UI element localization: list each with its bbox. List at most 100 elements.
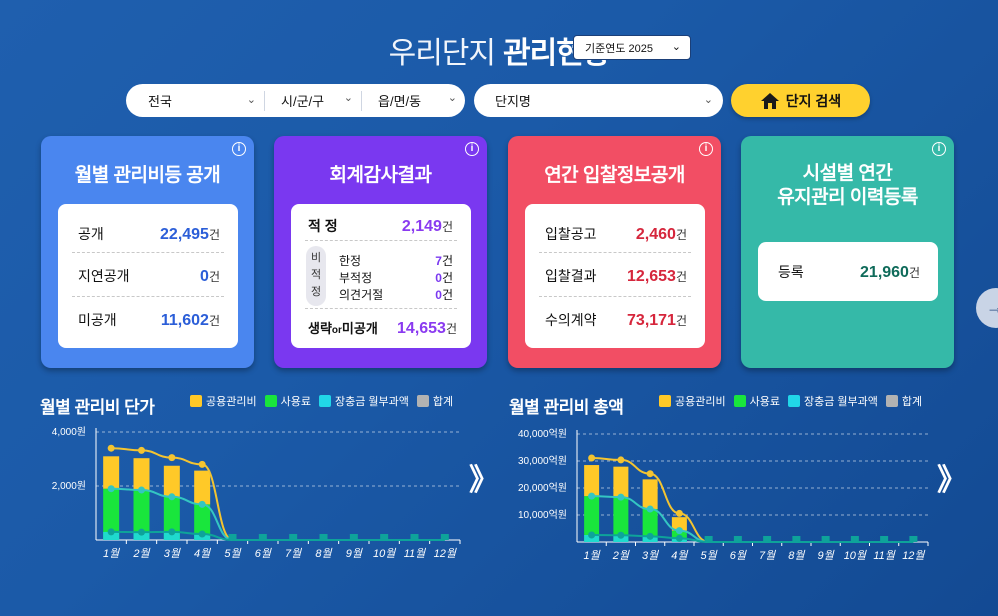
row-value: 14,653 [397,320,446,337]
row-label: 미공개 [78,312,117,328]
row-label: 입찰공고 [545,226,597,242]
home-icon [760,92,779,109]
divider [539,296,691,297]
usage-point [646,505,654,513]
bar-usage [133,490,150,540]
total-point [617,456,625,464]
legend-label: 장충금 월부과액 [803,396,878,408]
arrow-right-icon: → [986,297,998,317]
town-select[interactable]: 읍/면/동 ⌄ [361,90,465,111]
total-point [198,460,206,468]
complex-select[interactable]: 단지명 ⌄ [474,84,723,117]
row-unit: 건 [208,228,220,242]
region-select-label: 전국 [148,94,172,109]
row-value: 7 [435,254,442,268]
town-select-label: 읍/면/동 [378,94,422,109]
row-value: 2,460 [635,226,676,243]
region-select[interactable]: 전국 ⌄ [126,84,264,117]
bar-reserve [163,531,180,540]
legend-label: 합계 [432,396,454,408]
zero-marker [289,534,298,540]
row-label-or: or [331,325,342,336]
row-label: 의견거절 [339,288,384,302]
row-label: 한정 [339,254,362,268]
info-icon[interactable]: i [232,142,246,156]
x-tick-label: 1월 [103,547,120,560]
usage-point [168,493,176,501]
x-tick-label: 11월 [404,547,426,560]
legend-item: 장충금 월부과액 [318,393,409,409]
zero-marker [380,534,389,540]
chart-legend: 공용관리비 사용료 장충금 월부과액 합계 [659,393,922,409]
legend-swatch [885,395,898,407]
zero-marker [909,536,918,542]
bar-common [671,517,687,531]
legend-item: 사용료 [733,393,780,409]
fee-row: 지연공개 0건 [78,266,220,286]
info-icon[interactable]: i [932,142,946,156]
zero-marker [733,536,742,542]
row-label: 부적정 [339,271,373,285]
info-icon[interactable]: i [465,142,479,156]
city-select[interactable]: 시/군/구 ⌄ [264,90,361,111]
chevron-down-icon: ⌄ [343,91,353,104]
legend-swatch [190,395,202,407]
reserve-line [111,530,445,541]
bid-info-card[interactable]: i 연간 입찰정보공개 입찰공고 2,460건 입찰결과 12,653건 수의계약 7… [508,136,721,368]
reserve-point [588,531,596,539]
x-tick-label: 3월 [164,547,181,560]
bid-row: 입찰결과 12,653건 [545,266,687,286]
usage-point [198,500,206,508]
next-arrow-button[interactable]: → [976,288,998,328]
chart-next-icon[interactable]: 》 [469,464,499,497]
row-label: 수의계약 [545,312,597,328]
row-unit: 건 [441,271,453,285]
row-label: 입찰결과 [545,268,597,284]
row-value: 0 [435,271,442,285]
bar-reserve [133,532,150,540]
zero-marker [349,534,358,540]
reserve-point [617,531,625,539]
info-icon[interactable]: i [699,142,713,156]
bar-common [584,465,600,497]
region-searchbar: 전국 ⌄ 시/군/구 ⌄ 읍/면/동 ⌄ [126,84,465,117]
complex-search-button[interactable]: 단지 검색 [731,84,870,117]
chevron-down-icon: ⌄ [703,94,713,106]
y-tick-label: 2,000원 [52,480,86,492]
x-tick-label: 10월 [373,547,396,560]
divider [305,240,457,241]
facility-maintenance-card[interactable]: i 시설별 연간 유지관리 이력등록 등록 21,960건 [741,136,954,368]
divider [72,296,224,297]
zero-marker [821,536,830,542]
x-tick-label: 6월 [730,549,747,562]
city-select-label: 시/군/구 [281,94,325,109]
legend-label: 사용료 [749,396,780,408]
bar-usage [584,496,600,542]
zero-marker [850,536,859,542]
bar-usage [103,488,120,540]
bar-usage [163,496,180,540]
card-title: 회계감사결과 [329,165,432,186]
zero-marker [792,536,801,542]
total-point [107,444,115,452]
usage-point [617,493,625,501]
legend-swatch [416,395,429,407]
chart-title-unit-price: 월별 관리비 단가 [40,398,155,417]
x-tick-label: 5월 [701,549,718,562]
row-unit: 건 [908,266,920,280]
row-value: 0 [200,268,209,285]
bar-common [133,458,150,491]
legend-label: 공용관리비 [675,396,726,408]
reserve-line [591,533,914,543]
monthly-fee-card[interactable]: i 월별 관리비등 공개 공개 22,495건 지연공개 0건 미공개 11,602건 [41,136,254,368]
year-select[interactable]: 기준연도 2025 ⌄ [573,35,691,60]
reserve-point [138,528,145,536]
chart-next-icon[interactable]: 》 [937,464,967,497]
total-point [646,470,654,478]
x-tick-label: 6월 [255,547,272,560]
chevron-down-icon: ⌄ [671,41,681,53]
audit-sub-row: 의견거절 0건 [339,286,453,303]
row-value: 21,960 [860,264,909,281]
row-value: 22,495 [160,226,209,243]
